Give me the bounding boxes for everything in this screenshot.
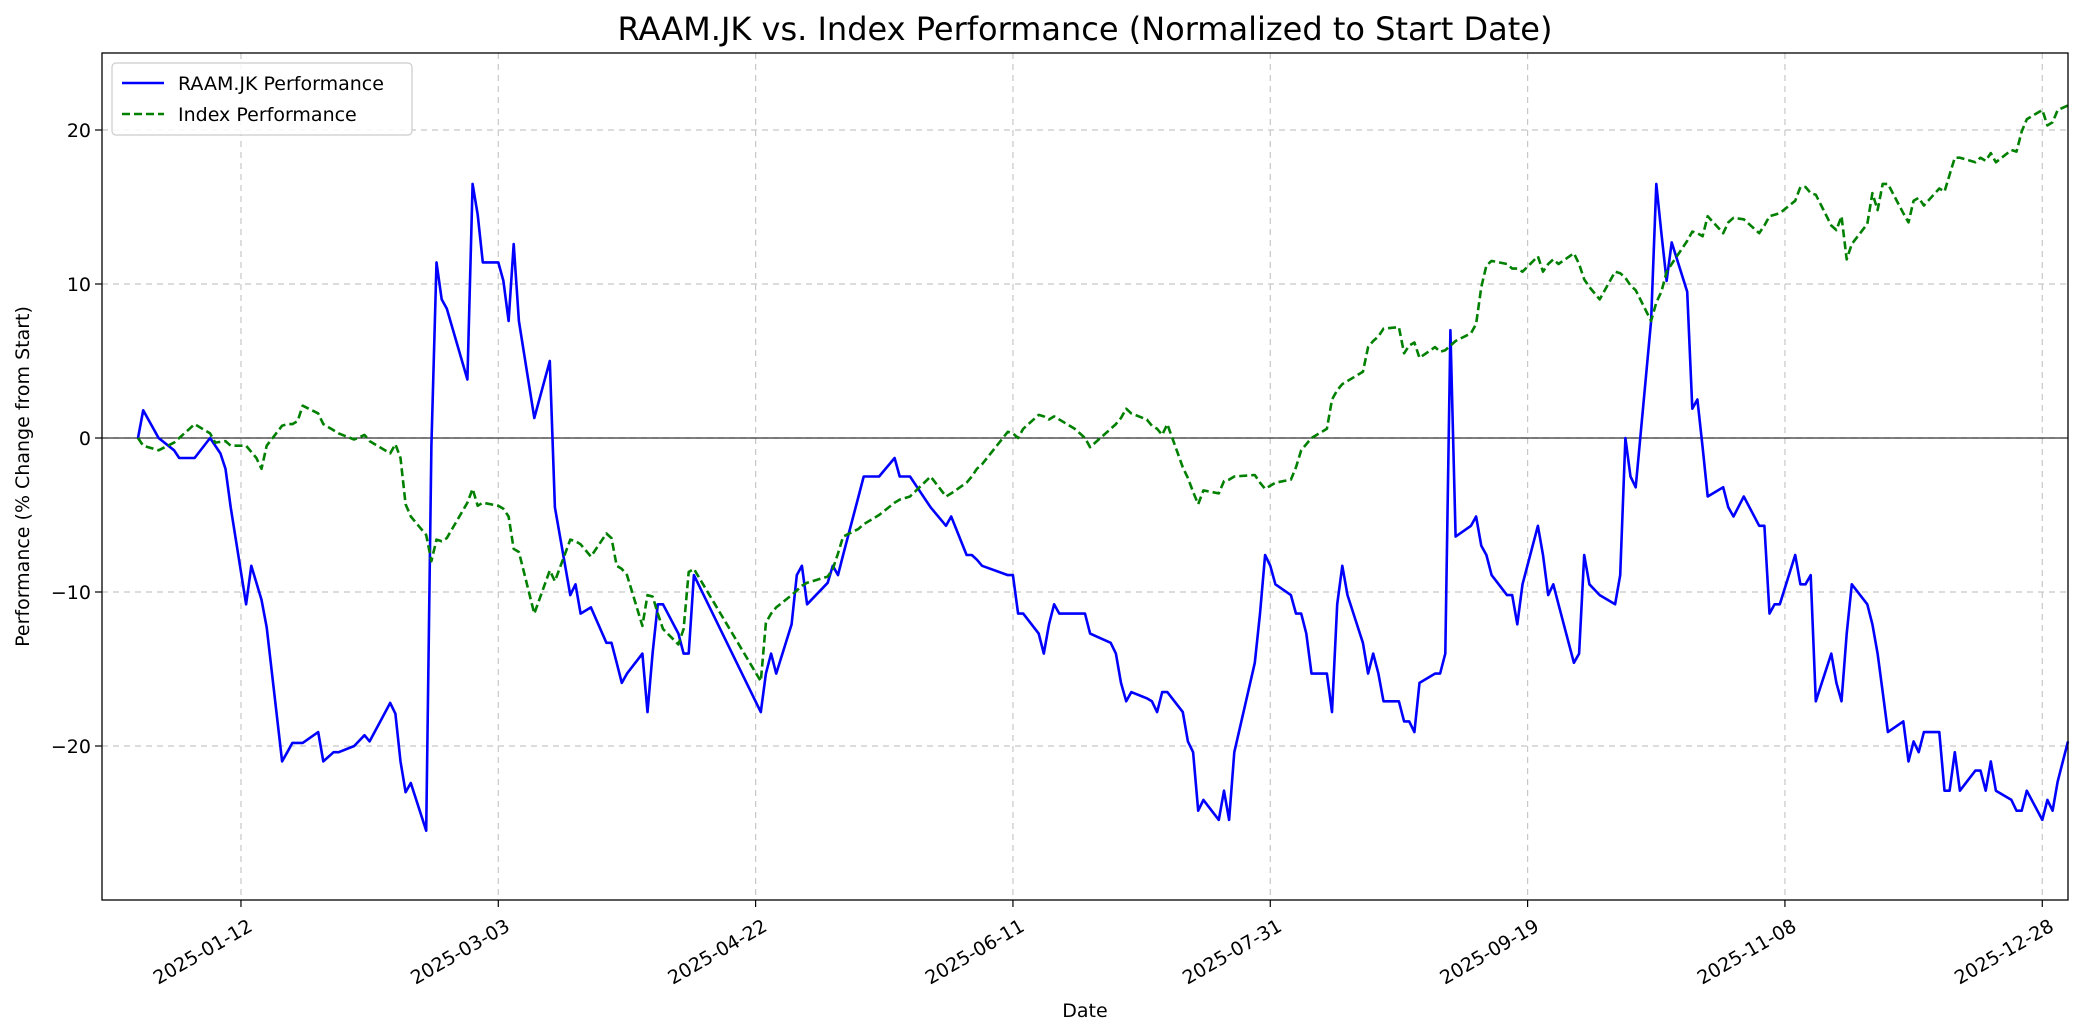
y-tick-label: 10 [67, 274, 91, 296]
legend-label: RAAM.JK Performance [178, 73, 384, 95]
y-tick-label: 20 [67, 120, 91, 142]
legend: RAAM.JK Performance Index Performance [111, 62, 413, 136]
y-tick-label: 0 [79, 428, 91, 450]
legend-box [111, 62, 413, 136]
x-axis-label: Date [1062, 1000, 1107, 1022]
series-line-2 [136, 104, 2069, 683]
y-tick-label: −10 [51, 582, 91, 604]
chart-title: RAAM.JK vs. Index Performance (Normalize… [618, 10, 1553, 48]
series-layer [136, 104, 2070, 833]
plot-frame [101, 52, 2069, 901]
legend-label: Index Performance [178, 104, 357, 126]
y-tick-label: −20 [51, 736, 91, 758]
series-line-1 [136, 182, 2070, 833]
y-axis-label: Performance (% Change from Start) [12, 306, 34, 647]
